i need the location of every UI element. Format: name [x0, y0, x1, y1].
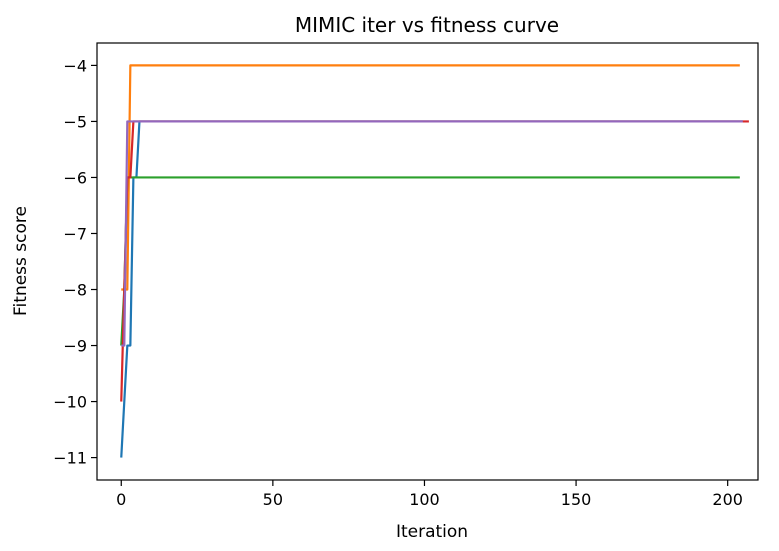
- y-tick-label: −5: [63, 112, 87, 131]
- plot-frame: [96, 42, 759, 481]
- chart-title: MIMIC iter vs fitness curve: [295, 13, 559, 37]
- series-layer: [120, 64, 749, 458]
- y-tick-label: −6: [63, 168, 87, 187]
- y-tick-label: −9: [63, 337, 87, 356]
- series-line-1: [120, 120, 743, 458]
- x-tick-label: 150: [561, 490, 592, 509]
- y-axis-label: Fitness score: [11, 206, 31, 316]
- y-axis: −4 −5 −6 −7 −8 −9 −10 −11: [53, 56, 97, 468]
- y-tick-label: −4: [63, 56, 87, 75]
- series-line-4: [120, 120, 749, 402]
- x-axis-label: Iteration: [396, 522, 468, 542]
- y-tick-label: −7: [63, 224, 87, 243]
- x-axis: 0 50 100 150 200: [116, 480, 743, 509]
- y-tick-label: −8: [63, 281, 87, 300]
- x-tick-label: 0: [116, 490, 126, 509]
- series-line-5: [121, 120, 743, 347]
- x-tick-label: 100: [409, 490, 440, 509]
- y-tick-label: −11: [53, 449, 87, 468]
- y-tick-label: −10: [53, 393, 87, 412]
- series-line-3: [120, 176, 740, 346]
- x-tick-label: 50: [263, 490, 283, 509]
- x-tick-label: 200: [712, 490, 743, 509]
